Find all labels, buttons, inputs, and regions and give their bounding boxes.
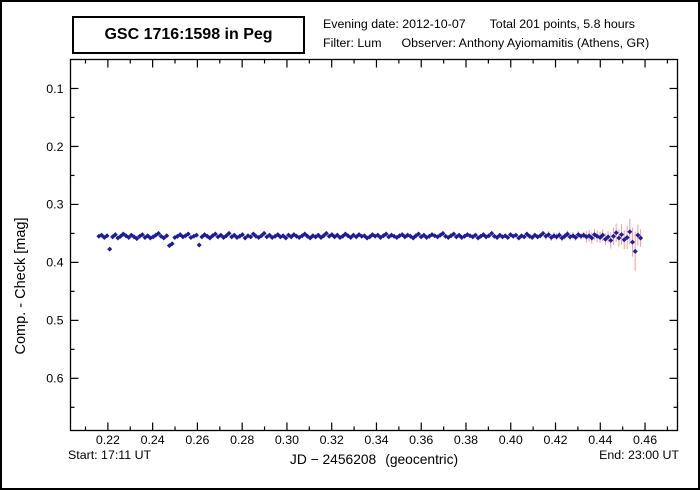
y-tick-label: 0.5 [46,314,63,328]
x-tick-label: 0.46 [633,433,657,447]
tick-labels: 0.22 0.24 0.26 0.28 0.30 0.32 0.34 0.36 0.38 0.40… [46,82,657,447]
y-tick-label: 0.1 [46,82,63,96]
x-tick-label: 0.26 [185,433,209,447]
header-info-row-2: Filter: Lum Observer: Anthony Ayiomamiti… [323,34,649,53]
start-time-label: Start: 17:11 UT [68,448,152,462]
y-tick-label: 0.3 [46,198,63,212]
data-points [96,229,644,254]
axis-ticks [70,59,678,431]
x-axis-title-main: JD − 2456208 [289,452,377,467]
x-tick-label: 0.36 [409,433,433,447]
y-tick-label: 0.4 [46,256,63,270]
x-tick-label: 0.34 [364,433,388,447]
header-info-row-1: Evening date: 2012-10-07 Total 201 point… [323,15,649,34]
x-tick-label: 0.40 [499,433,523,447]
x-tick-label: 0.22 [96,433,120,447]
x-tick-label: 0.42 [543,433,567,447]
y-tick-label: 0.2 [46,140,63,154]
error-bars [98,218,642,272]
chart-title: GSC 1716:1598 in Peg [104,26,273,43]
x-tick-label: 0.44 [588,433,612,447]
x-tick-label: 0.30 [275,433,299,447]
filter-label: Filter: Lum [323,36,382,50]
total-points-label: Total 201 points, 5.8 hours [489,17,635,31]
x-axis-title-suffix: (geocentric) [385,452,459,467]
x-tick-label: 0.28 [230,433,254,447]
plot-border [69,58,679,432]
end-time-label: End: 23:00 UT [599,448,679,462]
x-tick-label: 0.38 [454,433,478,447]
x-tick-label: 0.24 [141,433,165,447]
x-axis-title: JD − 2456208 (geocentric) [290,452,458,467]
y-tick-label: 0.6 [46,372,63,386]
x-tick-label: 0.32 [320,433,344,447]
evening-date-label: Evening date: 2012-10-07 [323,17,466,31]
chart-title-box: GSC 1716:1598 in Peg [72,16,305,54]
observer-label: Observer: Anthony Ayiomamitis (Athens, G… [401,36,650,50]
header-info: Evening date: 2012-10-07 Total 201 point… [323,15,649,53]
y-axis-title: Comp. - Check [mag] [13,217,29,355]
